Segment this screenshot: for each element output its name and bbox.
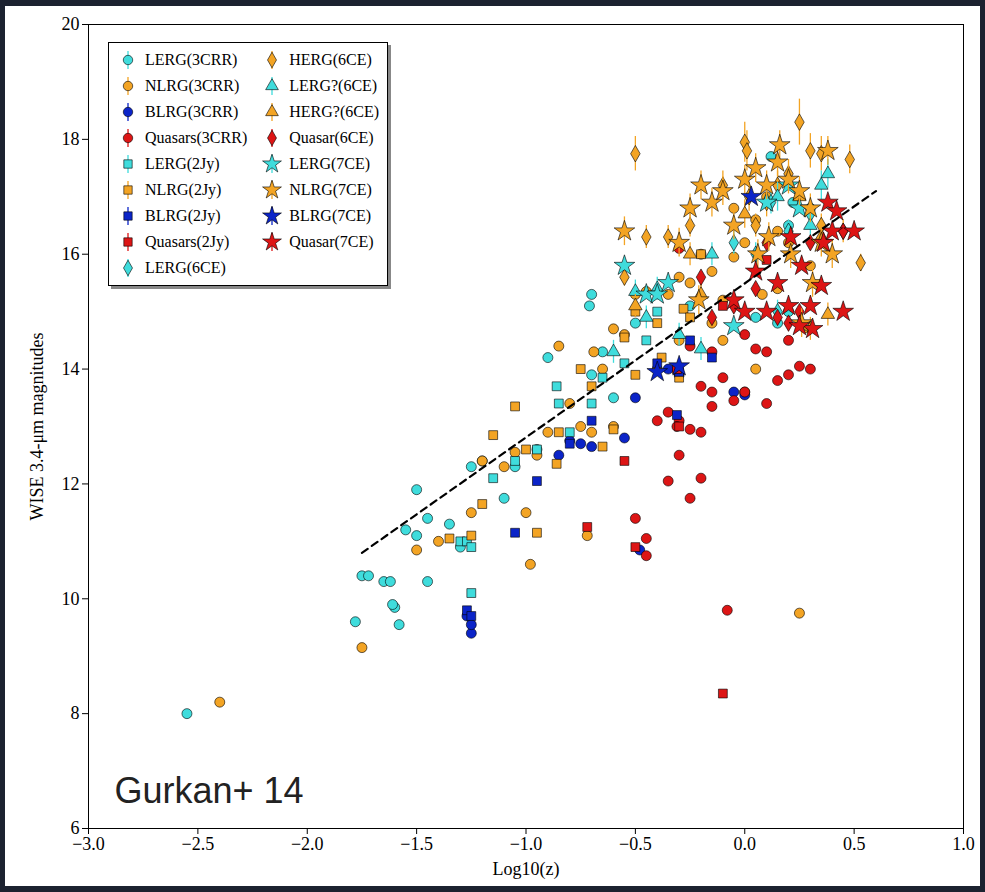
html-text:HERG(6CE): HERG(6CE) bbox=[289, 51, 372, 68]
svg-text:Log10(z): Log10(z) bbox=[493, 859, 560, 880]
svg-text:12: 12 bbox=[62, 474, 80, 494]
html-text:LERG(3CRR): LERG(3CRR) bbox=[145, 51, 238, 68]
html-text:HERG?(6CE): HERG?(6CE) bbox=[289, 103, 379, 120]
html-text:BLRG(2Jy): BLRG(2Jy) bbox=[145, 207, 221, 224]
html-text:LERG(6CE): LERG(6CE) bbox=[145, 259, 226, 276]
svg-text:−3.0: −3.0 bbox=[72, 834, 105, 854]
svg-text:18: 18 bbox=[62, 129, 80, 149]
svg-text:16: 16 bbox=[62, 244, 80, 264]
svg-text:0.0: 0.0 bbox=[734, 834, 757, 854]
html-text:LERG(7CE): LERG(7CE) bbox=[289, 155, 371, 172]
svg-text:−1.5: −1.5 bbox=[400, 834, 433, 854]
svg-text:−2.5: −2.5 bbox=[182, 834, 215, 854]
svg-text:Gurkan+ 14: Gurkan+ 14 bbox=[115, 770, 304, 811]
html-text:BLRG(3CRR): BLRG(3CRR) bbox=[145, 103, 239, 120]
svg-text:8: 8 bbox=[71, 703, 80, 723]
html-text:Quasars(3CRR): Quasars(3CRR) bbox=[145, 129, 248, 146]
html-text:Quasar(6CE): Quasar(6CE) bbox=[289, 129, 374, 146]
svg-text:−0.5: −0.5 bbox=[619, 834, 652, 854]
svg-text:10: 10 bbox=[62, 589, 80, 609]
svg-text:6: 6 bbox=[70, 818, 80, 839]
html-text:BLRG(7CE): BLRG(7CE) bbox=[289, 207, 371, 224]
html-text:NLRG(7CE): NLRG(7CE) bbox=[289, 181, 372, 198]
svg-text:20: 20 bbox=[62, 14, 80, 34]
html-text:LERG?(6CE): LERG?(6CE) bbox=[289, 77, 378, 94]
svg-text:−1.0: −1.0 bbox=[510, 834, 543, 854]
svg-text:1.0: 1.0 bbox=[952, 834, 975, 854]
html-text:NLRG(3CRR): NLRG(3CRR) bbox=[145, 77, 240, 94]
html-text:LERG(2Jy): LERG(2Jy) bbox=[145, 155, 220, 172]
svg-text:WISE 3.4-μm magnitudes: WISE 3.4-μm magnitudes bbox=[27, 332, 47, 520]
svg-text:0.5: 0.5 bbox=[843, 834, 866, 854]
svg-text:−2.0: −2.0 bbox=[291, 834, 324, 854]
html-text:Quasar(7CE): Quasar(7CE) bbox=[289, 233, 374, 250]
svg-text:14: 14 bbox=[62, 359, 80, 379]
html-text:Quasars(2Jy): Quasars(2Jy) bbox=[145, 233, 230, 250]
html-text:NLRG(2Jy): NLRG(2Jy) bbox=[145, 181, 222, 198]
